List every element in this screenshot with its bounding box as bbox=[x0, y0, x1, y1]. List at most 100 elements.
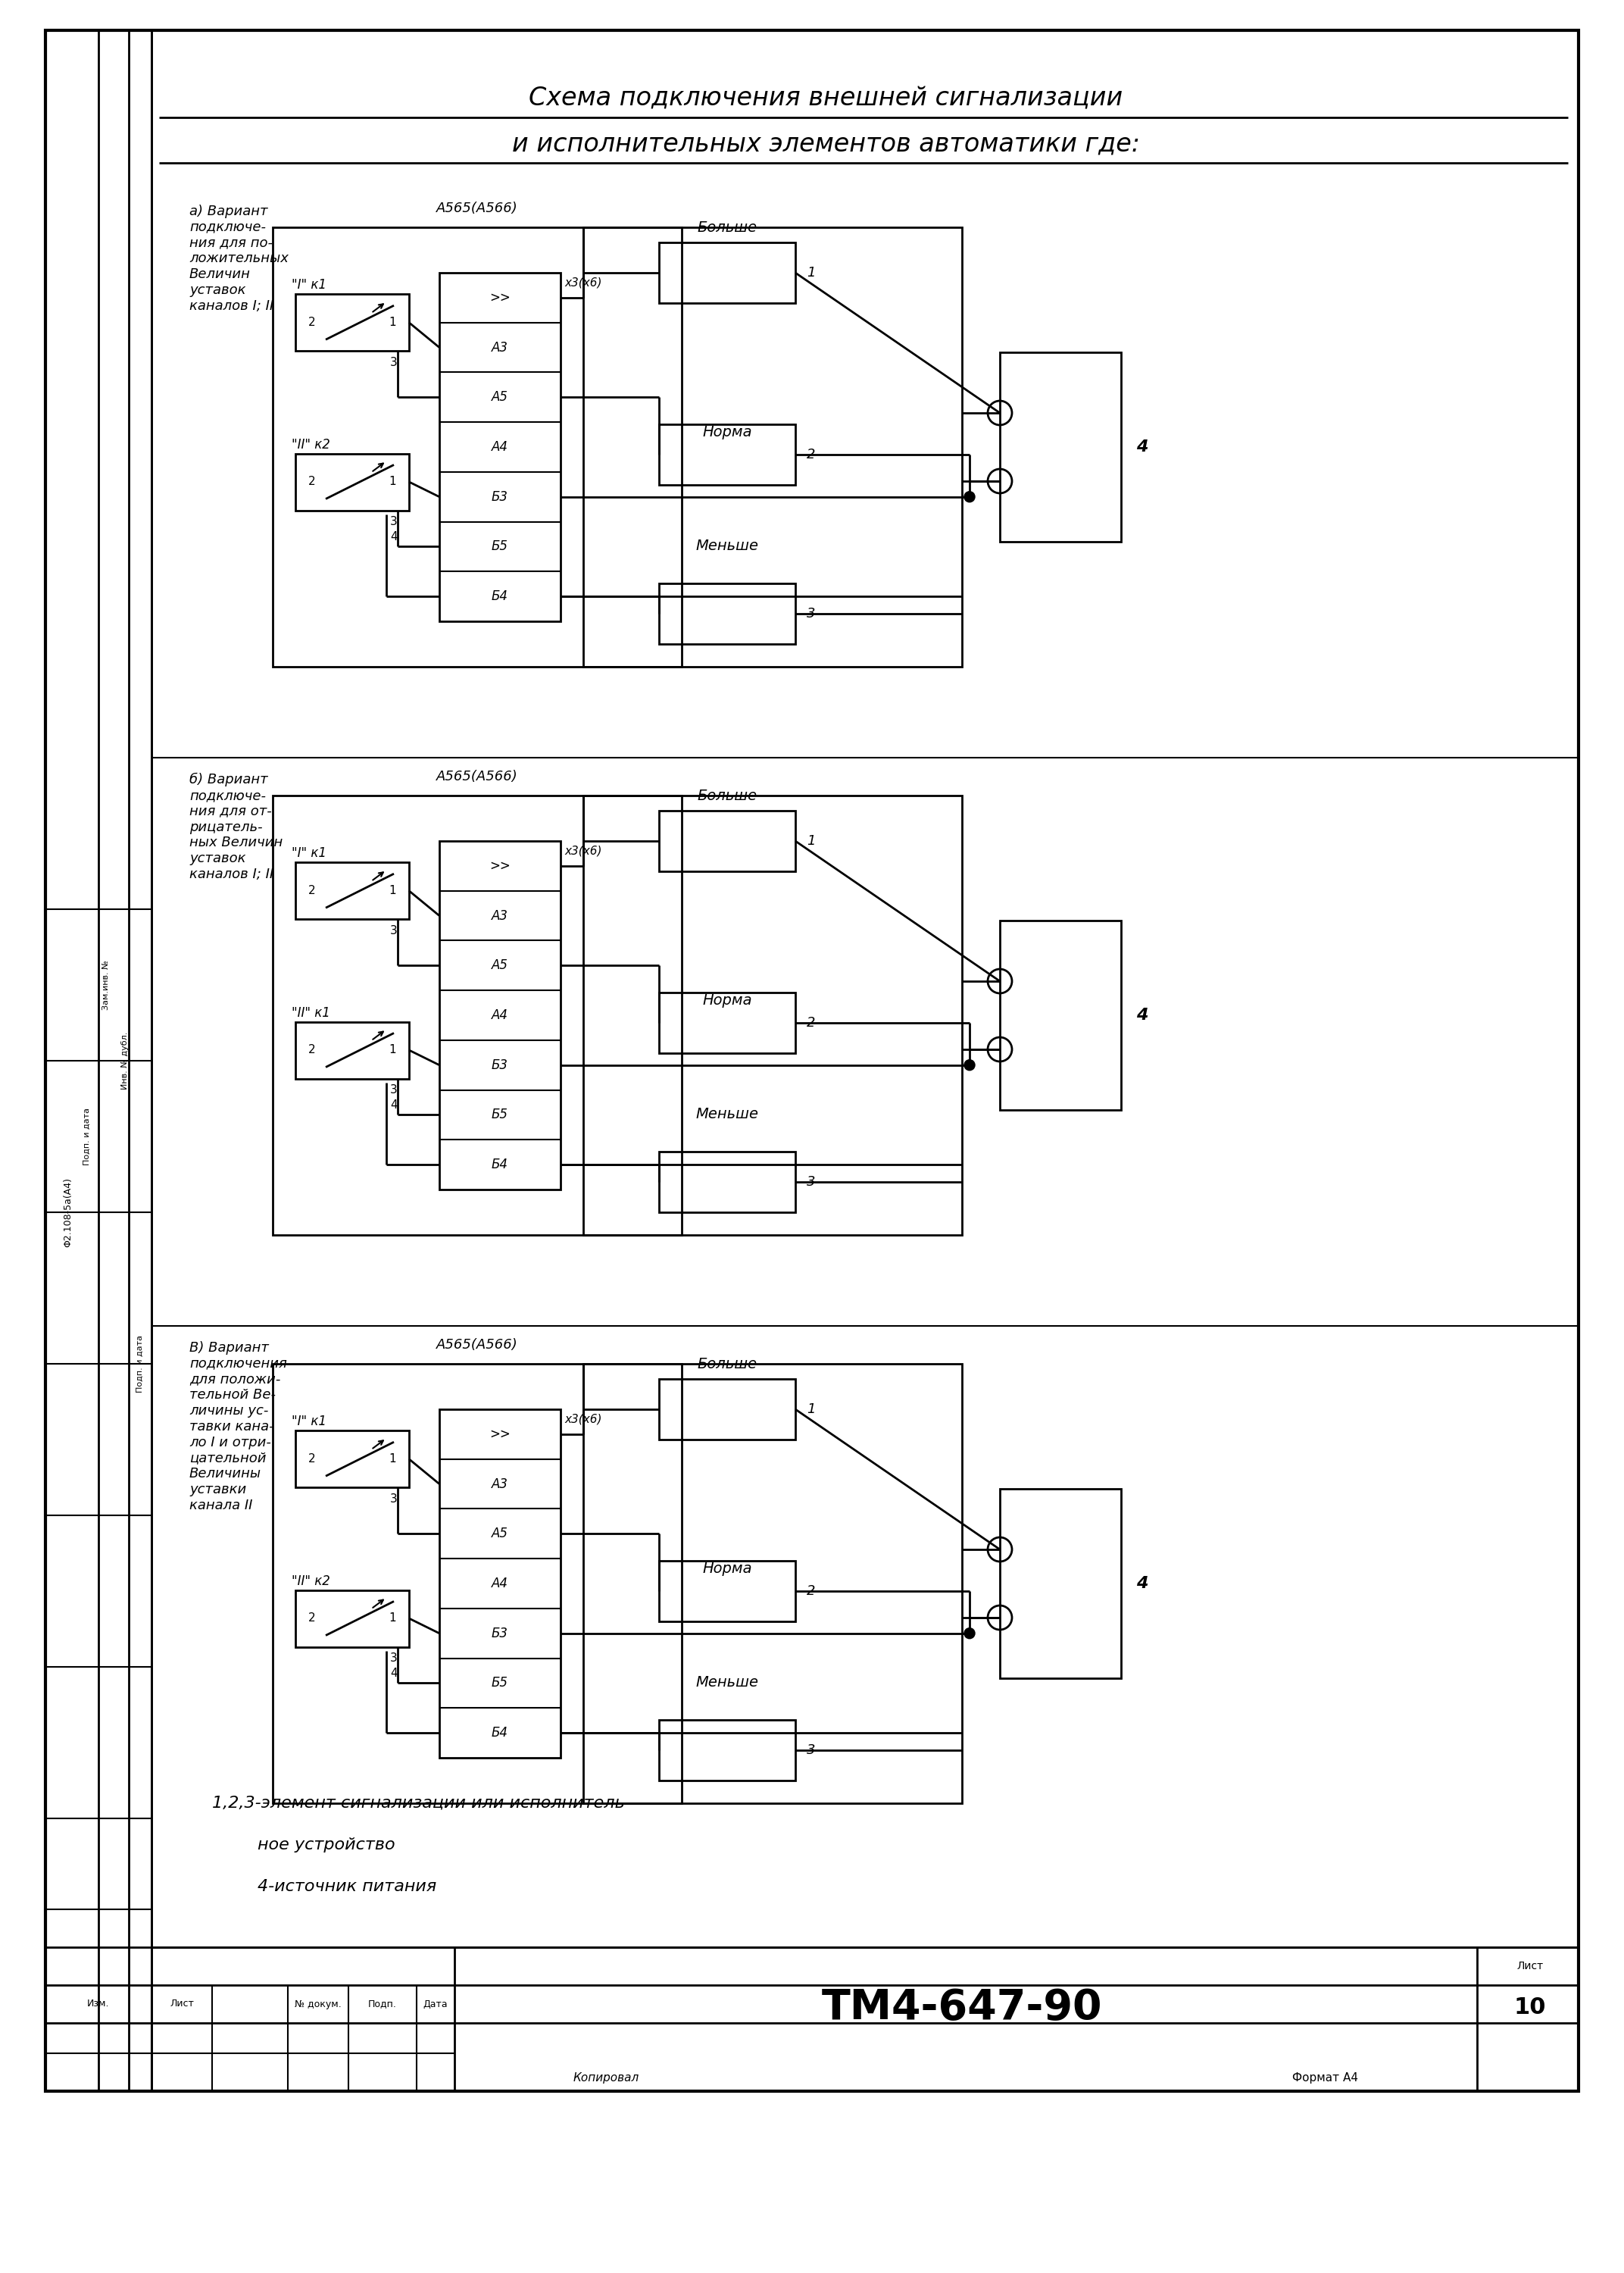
Text: 3: 3 bbox=[390, 925, 398, 936]
Text: 3: 3 bbox=[390, 357, 398, 368]
Bar bbox=[273, 227, 682, 666]
Text: 1: 1 bbox=[388, 1614, 396, 1623]
Text: 4: 4 bbox=[1137, 1575, 1148, 1591]
Bar bbox=[296, 861, 409, 918]
Text: Меньше: Меньше bbox=[695, 1107, 758, 1121]
Text: "II" к2: "II" к2 bbox=[292, 1573, 330, 1587]
Text: 3: 3 bbox=[807, 1743, 815, 1757]
Text: 1: 1 bbox=[807, 1402, 815, 1416]
Bar bbox=[296, 293, 409, 350]
Bar bbox=[659, 1721, 796, 1780]
Bar bbox=[296, 1023, 409, 1080]
Text: № докум.: № докум. bbox=[294, 2000, 341, 2009]
Text: Больше: Больше bbox=[697, 1357, 757, 1371]
Text: А565(А566): А565(А566) bbox=[437, 1339, 518, 1352]
Text: А3: А3 bbox=[492, 909, 508, 923]
Text: Изм.: Изм. bbox=[88, 2000, 110, 2009]
Bar bbox=[440, 1409, 560, 1757]
Text: 3: 3 bbox=[807, 1175, 815, 1189]
Text: а) Вариант
подключе-
ния для по-
ложительных
Величин
уставок
каналов I; II: а) Вариант подключе- ния для по- ложител… bbox=[190, 205, 289, 314]
Text: х3(х6): х3(х6) bbox=[564, 277, 603, 289]
Bar bbox=[1000, 352, 1121, 541]
Text: Б3: Б3 bbox=[492, 1627, 508, 1641]
Text: 3: 3 bbox=[390, 1652, 398, 1664]
Bar bbox=[1000, 1489, 1121, 1677]
Text: Дата: Дата bbox=[424, 2000, 448, 2009]
Bar bbox=[296, 1591, 409, 1646]
Text: А4: А4 bbox=[492, 441, 508, 455]
Bar bbox=[296, 1430, 409, 1487]
Text: Меньше: Меньше bbox=[695, 539, 758, 552]
Text: Подп.: Подп. bbox=[369, 2000, 396, 2009]
Text: >>: >> bbox=[489, 291, 510, 305]
Text: 1: 1 bbox=[807, 834, 815, 848]
Text: 4: 4 bbox=[390, 532, 398, 543]
Bar bbox=[659, 584, 796, 643]
Text: 1: 1 bbox=[388, 1046, 396, 1055]
Text: Б5: Б5 bbox=[492, 539, 508, 552]
Text: >>: >> bbox=[489, 1427, 510, 1441]
Text: ное устройство: ное устройство bbox=[258, 1837, 395, 1852]
Text: х3(х6): х3(х6) bbox=[564, 1414, 603, 1425]
Text: б) Вариант
подключе-
ния для от-
рицатель-
ных Величин
уставок
каналов I; II: б) Вариант подключе- ния для от- рицател… bbox=[190, 773, 283, 882]
Text: 1: 1 bbox=[388, 477, 396, 489]
Bar bbox=[1000, 921, 1121, 1109]
Text: 2: 2 bbox=[309, 477, 315, 489]
Text: 2: 2 bbox=[309, 1452, 315, 1464]
Text: "I" к1: "I" к1 bbox=[292, 1414, 326, 1427]
Text: Больше: Больше bbox=[697, 220, 757, 234]
Text: 2: 2 bbox=[807, 1584, 815, 1598]
Text: В) Вариант
подключения
для положи-
тельной Ве-
личины уc-
тавки кана-
ло I и отр: В) Вариант подключения для положи- тельн… bbox=[190, 1341, 287, 1512]
Text: 1: 1 bbox=[807, 266, 815, 280]
Bar bbox=[659, 425, 796, 484]
Bar bbox=[273, 1364, 682, 1802]
Circle shape bbox=[965, 491, 974, 502]
Text: Копировал: Копировал bbox=[573, 2073, 638, 2082]
Text: Подп. и дата: Подп. и дата bbox=[136, 1334, 145, 1393]
Text: 1: 1 bbox=[388, 316, 396, 327]
Text: Б3: Б3 bbox=[492, 491, 508, 505]
Text: 2: 2 bbox=[309, 884, 315, 896]
Text: 2: 2 bbox=[309, 316, 315, 327]
Text: 1: 1 bbox=[388, 884, 396, 896]
Text: х3(х6): х3(х6) bbox=[564, 846, 603, 857]
Text: 4-источник питания: 4-источник питания bbox=[258, 1880, 437, 1893]
Text: Б4: Б4 bbox=[492, 589, 508, 602]
Text: 4: 4 bbox=[390, 1668, 398, 1680]
Text: Норма: Норма bbox=[702, 993, 752, 1007]
Text: А4: А4 bbox=[492, 1577, 508, 1591]
Bar bbox=[273, 796, 682, 1234]
Bar bbox=[583, 796, 961, 1234]
Bar bbox=[583, 1364, 961, 1802]
Bar bbox=[151, 30, 1579, 2091]
Text: "II" к2: "II" к2 bbox=[292, 436, 330, 450]
Bar bbox=[659, 811, 796, 871]
Text: Φ2.108-5а(А4): Φ2.108-5а(А4) bbox=[63, 1177, 73, 1248]
Text: А3: А3 bbox=[492, 1477, 508, 1491]
Text: Норма: Норма bbox=[702, 1562, 752, 1575]
Bar bbox=[659, 243, 796, 302]
Text: 4: 4 bbox=[1137, 439, 1148, 455]
Text: Схема подключения внешней сигнализации: Схема подключения внешней сигнализации bbox=[529, 86, 1122, 111]
Text: 2: 2 bbox=[807, 448, 815, 461]
Text: А5: А5 bbox=[492, 959, 508, 973]
Text: Подп. и дата: Подп. и дата bbox=[83, 1107, 91, 1166]
Text: 1,2,3-элемент сигнализации или исполнитель-: 1,2,3-элемент сигнализации или исполните… bbox=[213, 1796, 630, 1812]
Text: 2: 2 bbox=[807, 1016, 815, 1030]
Circle shape bbox=[965, 1627, 974, 1639]
Text: Инв. № дубл.: Инв. № дубл. bbox=[122, 1032, 128, 1089]
Text: Меньше: Меньше bbox=[695, 1675, 758, 1689]
Text: Лист: Лист bbox=[1517, 1962, 1543, 1971]
Text: 3: 3 bbox=[390, 1493, 398, 1505]
Text: Б5: Б5 bbox=[492, 1107, 508, 1121]
Text: 2: 2 bbox=[309, 1046, 315, 1055]
Text: Б5: Б5 bbox=[492, 1675, 508, 1689]
Text: А3: А3 bbox=[492, 341, 508, 355]
Bar bbox=[440, 273, 560, 621]
Text: А565(А566): А565(А566) bbox=[437, 202, 518, 216]
Text: Норма: Норма bbox=[702, 425, 752, 439]
Text: Больше: Больше bbox=[697, 789, 757, 802]
Bar bbox=[659, 1380, 796, 1439]
Text: 3: 3 bbox=[390, 516, 398, 527]
Bar bbox=[659, 993, 796, 1052]
